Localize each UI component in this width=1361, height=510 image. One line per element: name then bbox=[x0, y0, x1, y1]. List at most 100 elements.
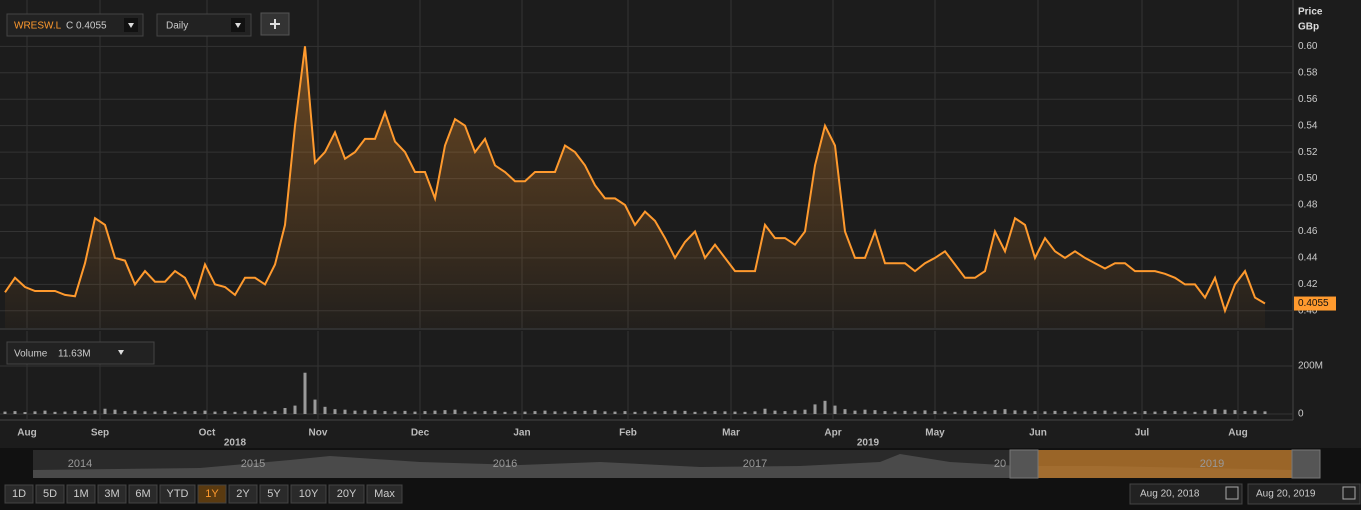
volume-bar bbox=[313, 399, 317, 414]
y-tick-label: 0.50 bbox=[1298, 173, 1318, 184]
x-tick-label: Jan bbox=[513, 428, 530, 439]
x-tick-label: Nov bbox=[309, 428, 328, 439]
volume-bar bbox=[1253, 410, 1257, 414]
y-tick-label: 0.46 bbox=[1298, 226, 1318, 237]
calendar-icon[interactable] bbox=[1225, 486, 1239, 500]
x-tick-label: May bbox=[925, 428, 945, 439]
range-button-label: 6M bbox=[135, 488, 150, 500]
volume-bar bbox=[183, 411, 187, 414]
volume-bar bbox=[523, 411, 527, 414]
volume-bar bbox=[983, 411, 987, 414]
volume-bar bbox=[603, 411, 607, 414]
range-button-label: YTD bbox=[167, 488, 189, 500]
volume-bar bbox=[793, 410, 797, 414]
y-tick-label: 0.40 bbox=[1298, 305, 1318, 316]
volume-bar bbox=[273, 410, 277, 414]
volume-current: 11.63M bbox=[58, 349, 91, 360]
dropdown-arrow bbox=[118, 350, 124, 355]
x-tick-label: Feb bbox=[619, 428, 637, 439]
volume-bar bbox=[1213, 409, 1217, 414]
x-tick-label: Dec bbox=[411, 428, 430, 439]
volume-bar bbox=[143, 411, 147, 414]
volume-bar bbox=[743, 411, 747, 414]
x-tick-label: Sep bbox=[91, 428, 109, 439]
volume-bar bbox=[483, 411, 487, 414]
range-button[interactable] bbox=[328, 484, 365, 504]
navigator-label: 2019 bbox=[1200, 458, 1224, 470]
volume-bar bbox=[923, 410, 927, 414]
interval-box[interactable] bbox=[156, 13, 252, 37]
volume-bar bbox=[513, 411, 517, 414]
range-button[interactable] bbox=[66, 484, 96, 504]
range-button[interactable] bbox=[35, 484, 65, 504]
volume-bar bbox=[353, 410, 357, 414]
volume-bar bbox=[303, 372, 307, 414]
dropdown-arrow bbox=[128, 23, 134, 28]
volume-bar bbox=[623, 411, 627, 414]
symbol-box[interactable] bbox=[6, 13, 144, 37]
range-button-label: 1D bbox=[12, 488, 26, 500]
range-button-label: 1Y bbox=[205, 488, 219, 500]
year-label: 2019 bbox=[857, 438, 880, 449]
calendar-icon[interactable] bbox=[1342, 486, 1356, 500]
volume-bar bbox=[493, 410, 497, 414]
volume-bar bbox=[123, 411, 127, 414]
range-button[interactable] bbox=[290, 484, 327, 504]
range-button[interactable] bbox=[228, 484, 258, 504]
x-tick-label: Aug bbox=[17, 428, 36, 439]
volume-bar bbox=[233, 411, 237, 414]
volume-box[interactable] bbox=[6, 341, 155, 365]
volume-bar bbox=[1013, 410, 1017, 414]
volume-bar bbox=[1193, 411, 1197, 414]
range-button-label: Max bbox=[374, 488, 395, 500]
range-button[interactable] bbox=[366, 484, 403, 504]
volume-bar bbox=[903, 410, 907, 414]
volume-bar bbox=[413, 411, 417, 414]
navigator-selection[interactable] bbox=[1038, 450, 1292, 478]
range-button-label: 10Y bbox=[299, 488, 319, 500]
range-button[interactable] bbox=[128, 484, 158, 504]
range-button[interactable] bbox=[259, 484, 289, 504]
volume-bar bbox=[803, 409, 807, 414]
volume-bar bbox=[693, 411, 697, 414]
range-button-label: 1M bbox=[73, 488, 88, 500]
last-price-label: 0.4055 bbox=[1298, 298, 1329, 309]
volume-bar bbox=[1023, 410, 1027, 414]
volume-bar bbox=[103, 408, 107, 414]
volume-bar bbox=[813, 404, 817, 414]
volume-bar bbox=[323, 406, 327, 414]
volume-bar bbox=[1183, 411, 1187, 414]
volume-bar bbox=[1153, 411, 1157, 414]
range-button-label: 3M bbox=[104, 488, 119, 500]
volume-bar bbox=[113, 409, 117, 414]
volume-bar bbox=[343, 409, 347, 414]
volume-bar bbox=[663, 411, 667, 414]
volume-bar bbox=[243, 411, 247, 414]
volume-bar bbox=[833, 405, 837, 414]
navigator-label: 20 bbox=[994, 458, 1006, 470]
navigator-handle[interactable] bbox=[1291, 449, 1321, 479]
navigator-label: 2017 bbox=[743, 458, 767, 470]
navigator-handle[interactable] bbox=[1009, 449, 1039, 479]
y-tick-label: 0.52 bbox=[1298, 147, 1318, 158]
volume-label: Volume bbox=[14, 349, 48, 360]
volume-bar bbox=[713, 411, 717, 414]
range-button[interactable] bbox=[197, 484, 227, 504]
volume-bar bbox=[503, 411, 507, 414]
range-button[interactable] bbox=[4, 484, 34, 504]
volume-bar bbox=[653, 411, 657, 414]
y-tick-label: 0 bbox=[1298, 409, 1304, 420]
volume-bar bbox=[1093, 411, 1097, 414]
volume-bar bbox=[1263, 411, 1267, 414]
volume-bar bbox=[403, 410, 407, 414]
range-button[interactable] bbox=[159, 484, 196, 504]
date-from-box[interactable] bbox=[1129, 483, 1243, 505]
volume-bar bbox=[153, 411, 157, 414]
volume-bar bbox=[383, 411, 387, 414]
range-button[interactable] bbox=[97, 484, 127, 504]
price-line bbox=[4, 46, 1266, 314]
x-tick-label: Oct bbox=[199, 428, 216, 439]
date-to-box[interactable] bbox=[1247, 483, 1361, 505]
close-value: 0.4055 bbox=[76, 21, 107, 32]
volume-bar bbox=[423, 411, 427, 414]
